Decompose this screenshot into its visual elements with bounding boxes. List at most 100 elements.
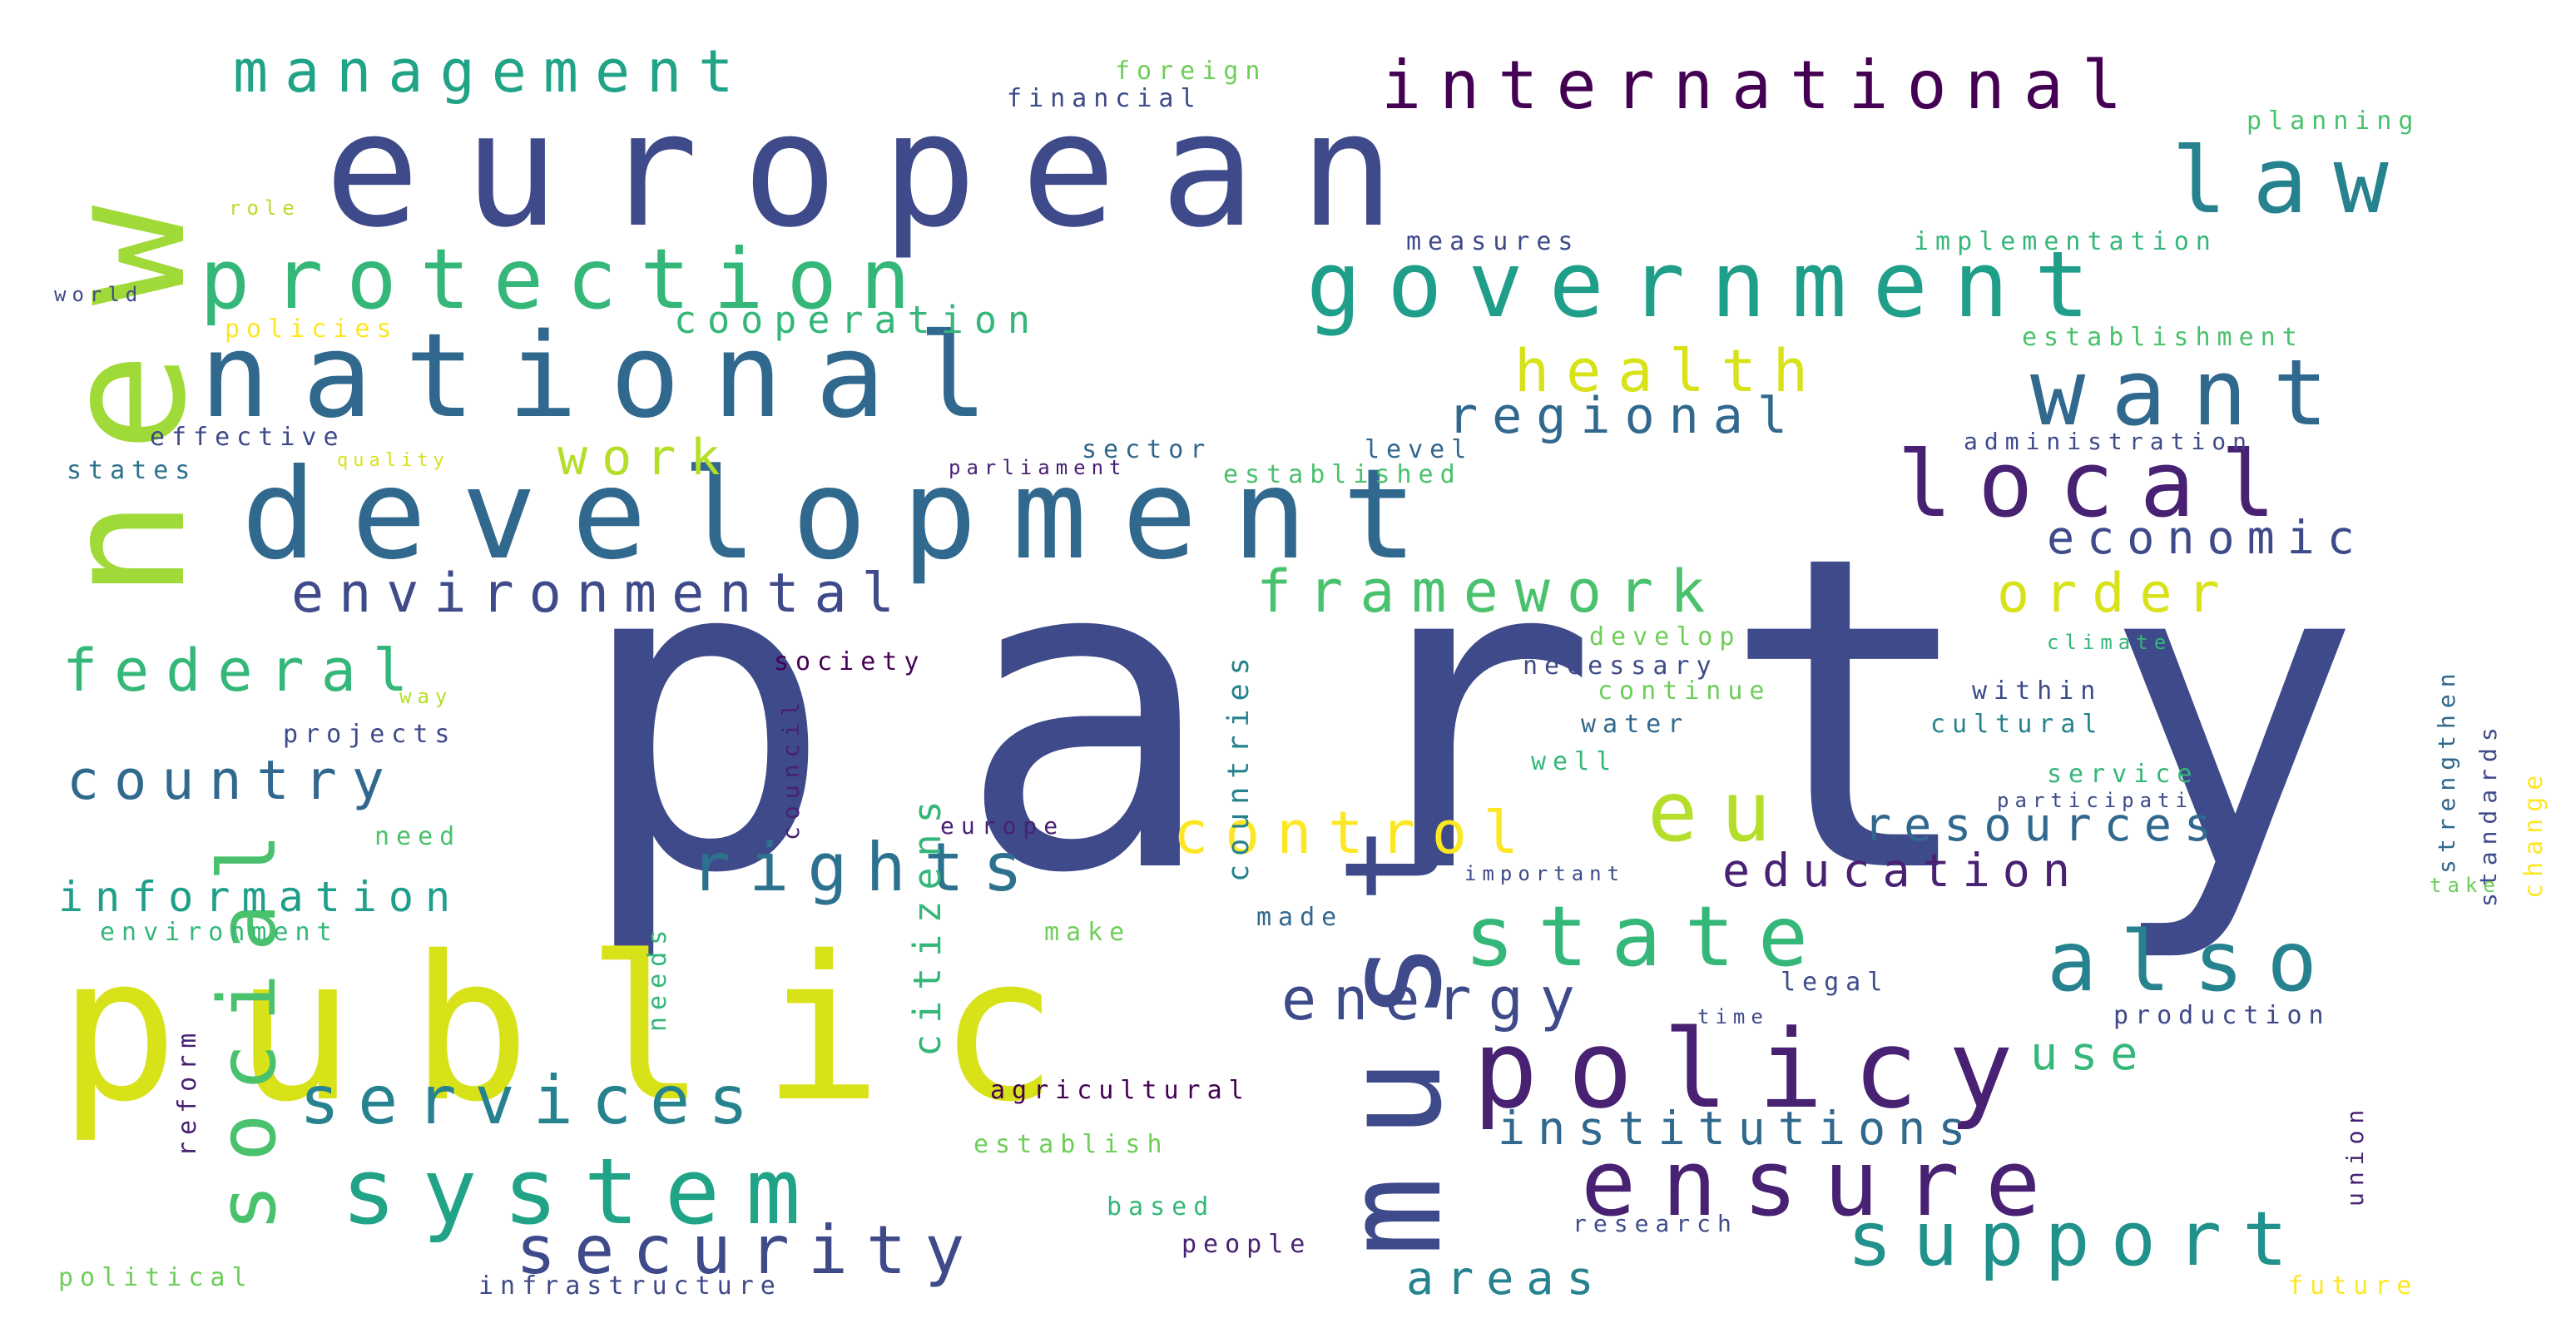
word-law: law	[2172, 127, 2415, 234]
word-research: research	[1573, 1210, 1738, 1237]
word-countries: countries	[1222, 649, 1256, 882]
word-projects: projects	[283, 720, 457, 749]
word-party: party	[574, 463, 2484, 968]
word-needs: needs	[643, 924, 672, 1032]
word-framework: framework	[1256, 558, 1721, 626]
word-federal: federal	[62, 637, 424, 705]
word-need: need	[374, 822, 461, 851]
word-water: water	[1581, 710, 1689, 739]
word-make: make	[1044, 918, 1131, 947]
word-measures: measures	[1406, 227, 1580, 256]
word-also: also	[2047, 913, 2341, 1010]
word-system: system	[341, 1138, 826, 1245]
word-policies: policies	[225, 315, 399, 344]
word-effective: effective	[150, 423, 345, 452]
word-policy: policy	[1473, 1006, 2043, 1132]
word-states: states	[67, 456, 196, 485]
word-environment: environment	[100, 918, 339, 947]
word-future: future	[2288, 1271, 2418, 1301]
word-work: work	[557, 429, 735, 487]
word-parliament: parliament	[949, 456, 1127, 479]
word-economic: economic	[2047, 511, 2367, 564]
word-planning: planning	[2247, 107, 2420, 136]
word-continue: continue	[1598, 676, 1771, 706]
word-citizens: citizens	[905, 790, 949, 1057]
word-established: established	[1223, 460, 1462, 489]
word-legal: legal	[1781, 968, 1889, 997]
word-institutions: institutions	[1498, 1102, 1978, 1155]
word-want: want	[2030, 339, 2354, 446]
word-education: education	[1722, 844, 2083, 897]
word-important: important	[1464, 862, 1625, 885]
word-necessary: necessary	[1523, 652, 1718, 681]
word-resources: resources	[1864, 798, 2224, 851]
word-role: role	[229, 196, 300, 220]
word-information: information	[58, 873, 462, 921]
word-world: world	[54, 283, 143, 306]
word-take: take	[2430, 874, 2501, 897]
word-energy: energy	[1281, 965, 1592, 1033]
word-use: use	[2030, 1027, 2150, 1080]
word-made: made	[1256, 903, 1343, 932]
word-level: level	[1365, 435, 1473, 464]
word-well: well	[1531, 747, 1617, 776]
word-based: based	[1107, 1192, 1215, 1222]
word-way: way	[399, 685, 453, 708]
word-government: government	[1306, 231, 2115, 338]
word-people: people	[1181, 1230, 1311, 1259]
word-change: change	[2519, 769, 2549, 899]
word-service: service	[2047, 760, 2198, 789]
word-infrastructure: infrastructure	[478, 1271, 782, 1301]
word-health: health	[1514, 337, 1825, 405]
word-local: local	[1897, 431, 2301, 538]
word-must: must	[1315, 786, 1471, 1256]
word-production: production	[2113, 1001, 2331, 1030]
word-union: union	[2341, 1103, 2369, 1207]
word-foreign: foreign	[1115, 57, 1266, 86]
word-europe: europe	[940, 812, 1064, 840]
word-order: order	[1997, 562, 2235, 625]
word-protection: protection	[200, 230, 934, 328]
word-sector: sector	[1082, 435, 1211, 464]
word-country: country	[67, 750, 399, 812]
word-develop: develop	[1589, 622, 1741, 652]
word-support: support	[1847, 1196, 2308, 1283]
word-reform: reform	[173, 1027, 202, 1157]
word-areas: areas	[1406, 1251, 1607, 1305]
word-new: new	[29, 159, 223, 599]
word-development: development	[241, 443, 1452, 587]
word-ensure: ensure	[1581, 1130, 2066, 1236]
word-establishment: establishment	[2022, 323, 2304, 352]
word-cooperation: cooperation	[674, 298, 1041, 342]
word-political: political	[58, 1263, 254, 1292]
word-social: social	[202, 811, 294, 1231]
word-financial: financial	[1007, 84, 1202, 113]
word-control: control	[1173, 799, 1535, 867]
word-administration: administration	[1964, 428, 2253, 455]
word-participation: participation	[1997, 789, 2229, 812]
word-services: services	[300, 1062, 766, 1139]
word-management: management	[233, 37, 750, 106]
word-rights: rights	[691, 829, 1041, 906]
word-time: time	[1697, 1005, 1769, 1028]
word-regional: regional	[1448, 387, 1801, 445]
word-council: council	[777, 696, 805, 840]
word-state: state	[1464, 888, 1831, 985]
word-security: security	[516, 1212, 983, 1289]
word-environmental: environmental	[291, 562, 909, 625]
word-public: public	[58, 913, 1114, 1146]
word-european: european	[324, 78, 1439, 262]
word-climate: climate	[2047, 631, 2172, 654]
word-within: within	[1972, 676, 2102, 706]
word-implementation: implementation	[1914, 227, 2217, 256]
word-national: national	[200, 309, 1020, 444]
word-international: international	[1381, 47, 2140, 124]
word-establish: establish	[973, 1130, 1169, 1159]
word-eu: eu	[1647, 763, 1794, 860]
word-standards: standards	[2474, 721, 2502, 907]
word-strengthen: strengthen	[2433, 667, 2460, 874]
word-quality: quality	[337, 450, 449, 471]
word-society: society	[774, 647, 925, 676]
word-agricultural: agricultural	[990, 1076, 1251, 1105]
